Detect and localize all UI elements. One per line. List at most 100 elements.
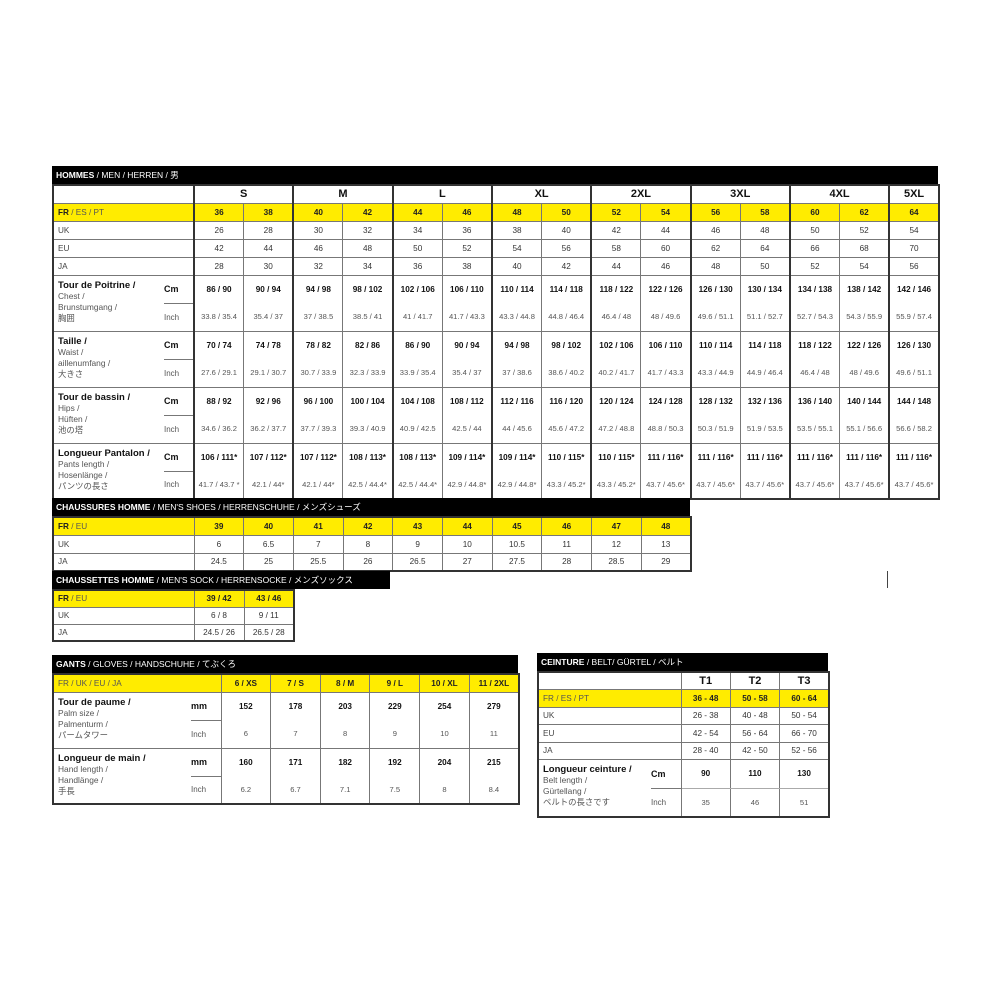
measure-value-metric: 106 / 111* (193, 442, 245, 471)
unit-label: Inch (164, 358, 195, 388)
measure-value-inch: 8.4 (468, 776, 520, 805)
belt-size-table: CEINTURE / BELT/ GÜRTEL / ベルト T1 T2 T3 FR / … (537, 653, 830, 818)
size-group-label: M (292, 184, 394, 204)
size-cell: 27 (441, 552, 493, 572)
measure-row-inch: Inch 41.7 / 43.7 * 42.1 / 44* 42.1 / 44* 42.… (53, 470, 940, 500)
measure-value-metric: 90 (680, 759, 731, 789)
measure-value-metric: 144 / 148 (888, 386, 940, 415)
size-cell: 6.5 (243, 534, 294, 554)
measure-value-metric: 98 / 102 (342, 274, 394, 303)
size-cell: 7 / S (270, 673, 321, 693)
measure-value-inch: 33.9 / 35.4 (391, 359, 443, 388)
size-cell: 52 - 56 (779, 741, 830, 760)
measure-value-inch: 35.4 / 37 (243, 303, 294, 332)
measure-translation: 手長 (58, 785, 75, 796)
size-cell: 28 - 40 (680, 741, 731, 760)
measure-value-metric: 178 (270, 691, 321, 720)
size-cell: 46 (441, 202, 493, 222)
fr-size-row: FR / EU 39 40 41 42 43 44 45 46 47 48 (52, 516, 692, 536)
size-cell: 8 / M (319, 673, 371, 693)
measure-value-metric: 86 / 90 (391, 330, 443, 359)
size-cell: 50 - 58 (729, 689, 781, 708)
size-cell: 40 - 48 (729, 706, 781, 725)
measure-value-metric: 160 (220, 747, 272, 776)
measure-value-inch: 37 / 38.6 (490, 359, 543, 388)
size-cell: 26 (342, 552, 394, 572)
measure-row: Longueur de main / Hand length / Handlänge… (52, 747, 520, 805)
size-cell: 12 (591, 534, 642, 554)
measure-value-inch: 41.7 / 43.7 * (193, 471, 245, 500)
measure-value-metric: 102 / 106 (590, 330, 642, 359)
size-cell: 44 (441, 516, 493, 536)
measure-title: Tour de paume / (58, 696, 131, 708)
size-cell: 28 (541, 552, 592, 572)
size-cell: 44 (243, 238, 294, 258)
measure-value-inch: 43.3 / 45.2* (541, 471, 592, 500)
section-header: HOMMES / MEN / HERREN / 男 (52, 166, 938, 184)
measure-value-metric: 94 / 98 (292, 274, 344, 303)
size-group-label: T2 (729, 671, 781, 690)
size-cell: 64 (888, 202, 940, 222)
size-cell: 11 (541, 534, 592, 554)
measure-value-inch: 43.7 / 45.6* (689, 471, 741, 500)
measure-value-metric: 112 / 116 (490, 386, 543, 415)
row-label: UK (52, 220, 195, 240)
size-cell: 52 (839, 220, 890, 240)
size-cell: 44 (590, 256, 642, 276)
measure-value-metric: 142 / 146 (888, 274, 940, 303)
size-cell: 48 (342, 238, 394, 258)
measure-label: Longueur de main / Hand length / Handlänge… (52, 747, 191, 805)
measure-value-inch: 55.1 / 56.6 (839, 415, 890, 444)
size-cell: 38 (243, 202, 294, 222)
measure-value-inch: 43.3 / 44.9 (689, 359, 741, 388)
unit-label: Inch (651, 787, 682, 817)
measure-translation: ベルトの長さです (543, 797, 610, 807)
measure-value-metric: 203 (319, 691, 371, 720)
size-cell: 45 (491, 516, 543, 536)
fr-size-row: FR / ES / PT 36 - 48 50 - 58 60 - 64 (537, 689, 830, 708)
size-cell: 42 (193, 238, 245, 258)
size-group-row: T1 T2 T3 (537, 671, 830, 690)
measure-row-inch: Inch 34.6 / 36.2 36.2 / 37.7 37.7 / 39.3 39.… (53, 414, 940, 444)
size-cell: 46 (541, 516, 592, 536)
measure-value-inch: 40.2 / 41.7 (590, 359, 642, 388)
size-row: EU 42 44 46 48 50 52 54 56 58 60 62 64 66 68 70 (52, 238, 940, 258)
measure-value-inch: 35 (680, 787, 731, 817)
measure-value-inch: 51 (779, 787, 830, 817)
section-subtitle: / BELT/ GÜRTEL / ベルト (584, 657, 684, 667)
size-cell: 52 (590, 202, 642, 222)
size-cell: 43 (392, 516, 443, 536)
section-subtitle: / MEN'S SHOES / HERRENSCHUHE / メンズシューズ (150, 502, 361, 512)
size-cell: 7 (292, 534, 344, 554)
unit-label: Cm (164, 442, 195, 472)
measure-value-metric: 111 / 116* (739, 442, 791, 471)
measure-value-inch: 37.7 / 39.3 (292, 415, 344, 444)
measure-row: Tour de bassin / Hips / Hüften / 池の塔 Cm 88 / … (52, 386, 940, 444)
size-cell: 42 (342, 516, 394, 536)
measure-row-inch: Inch 33.8 / 35.4 35.4 / 37 37 / 38.5 38.5 / … (53, 302, 940, 332)
measure-value-metric: 110 (729, 759, 781, 789)
size-group-label: L (391, 184, 493, 204)
measure-value-metric: 88 / 92 (193, 386, 245, 415)
measure-row-inch: Inch 27.6 / 29.1 29.1 / 30.7 30.7 / 33.9 32.… (53, 358, 940, 388)
section-subtitle: / GLOVES / HANDSCHUHE / てぶくろ (85, 659, 236, 669)
size-table: FR / EU 39 40 41 42 43 44 45 46 47 48 UK 6 6.5 7 8 9 10 10… (52, 516, 692, 572)
measure-value-metric: 215 (468, 747, 520, 776)
size-cell: 30 (243, 256, 294, 276)
measure-value-inch: 8 (419, 776, 470, 805)
measure-value-inch: 6.2 (220, 776, 272, 805)
size-cell: 27.5 (491, 552, 543, 572)
row-label: EU (52, 238, 195, 258)
size-cell: 36 - 48 (680, 689, 731, 708)
size-cell: 54 (839, 256, 890, 276)
size-row: JA 28 - 40 42 - 50 52 - 56 (537, 741, 830, 760)
measure-value-metric: 130 (779, 759, 830, 789)
row-label: JA (52, 552, 195, 572)
measure-translation: 大きさ (58, 368, 84, 379)
measure-value-metric: 111 / 116* (888, 442, 940, 471)
size-cell: 24.5 / 26 (193, 623, 245, 642)
measure-value-inch: 38.5 / 41 (342, 303, 394, 332)
size-cell: 36 (441, 220, 493, 240)
